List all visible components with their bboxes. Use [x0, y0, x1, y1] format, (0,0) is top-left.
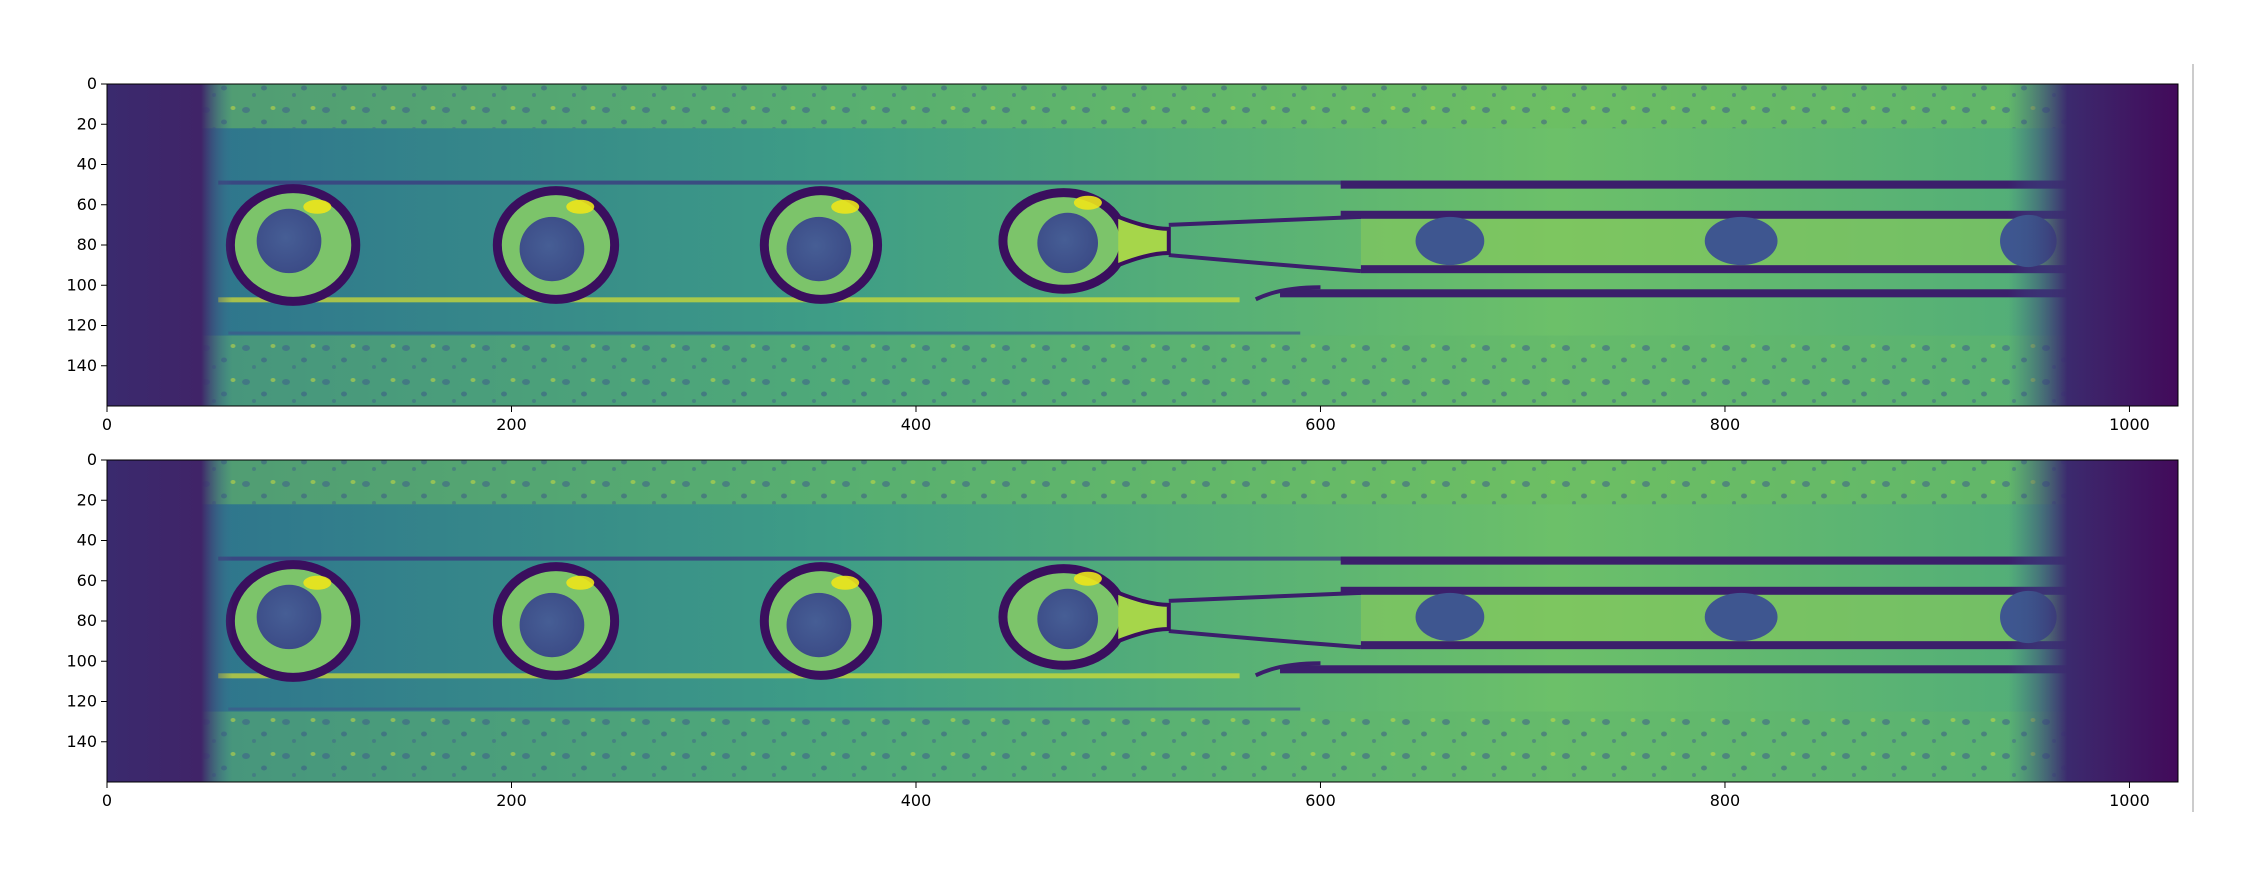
right-wall-2 — [1340, 586, 2069, 595]
y-tick-label-60: 60 — [77, 195, 97, 214]
bottom-speckles — [107, 335, 2178, 406]
ring-highlight-3 — [831, 575, 860, 590]
right-wall-4 — [1280, 289, 2069, 298]
x-tick-label-800: 800 — [1710, 415, 1741, 434]
y-tick-label-20: 20 — [77, 490, 97, 509]
right-wall-1 — [1340, 180, 2069, 189]
y-tick-label-120: 120 — [66, 316, 97, 335]
x-tick-label-1000: 1000 — [2109, 415, 2150, 434]
funnel-line-bottom — [1168, 253, 1362, 274]
heatmap-panel-1: 0 200 400 600 800 1000 0 20 40 60 80 100 120 140 — [66, 74, 2179, 434]
channel-droplet-2 — [1704, 216, 1778, 266]
right-wall-3 — [1360, 265, 2069, 274]
right-wall-2 — [1340, 210, 2069, 219]
top-speckles — [107, 460, 2178, 505]
upper-channel-wall — [218, 180, 2069, 185]
x-tick-label-0: 0 — [102, 791, 112, 810]
funnel-hook — [1254, 285, 1321, 302]
ring-highlight-4 — [1073, 571, 1102, 586]
lower-channel-highlight — [218, 297, 1240, 303]
funnel-line-top — [1168, 214, 1362, 227]
right-wall-1 — [1340, 556, 2069, 565]
y-tick-label-40: 40 — [77, 531, 97, 550]
x-tick-label-600: 600 — [1305, 415, 1336, 434]
y-tick-label-60: 60 — [77, 571, 97, 590]
droplet-3 — [786, 592, 852, 658]
funnel-hook — [1254, 661, 1321, 678]
left-dark-edge — [107, 84, 233, 406]
droplet-4 — [1037, 588, 1099, 650]
neck-shape — [1117, 214, 1171, 267]
top-speckles — [107, 84, 2178, 129]
x-tick-label-400: 400 — [901, 415, 932, 434]
y-tick-label-0: 0 — [87, 450, 97, 469]
y-tick-label-40: 40 — [77, 155, 97, 174]
right-wall-3 — [1360, 641, 2069, 650]
heatmap-image — [107, 460, 2178, 782]
ring-highlight-1 — [303, 575, 332, 590]
ring-highlight-2 — [566, 199, 595, 214]
neck-shape — [1117, 590, 1171, 643]
lower-channel-wall — [228, 331, 1301, 335]
funnel-line-top — [1168, 590, 1362, 603]
droplet-1 — [256, 584, 322, 650]
y-tick-label-20: 20 — [77, 114, 97, 133]
left-dark-edge — [107, 460, 233, 782]
droplet-1 — [256, 208, 322, 274]
y-tick-label-100: 100 — [66, 651, 97, 670]
droplet-2 — [519, 216, 585, 282]
ring-highlight-3 — [831, 199, 860, 214]
y-tick-label-80: 80 — [77, 235, 97, 254]
heatmap-image — [107, 84, 2178, 406]
ring-highlight-4 — [1073, 195, 1102, 210]
droplet-2 — [519, 592, 585, 658]
lower-channel-wall — [228, 707, 1301, 711]
droplet-3 — [786, 216, 852, 282]
y-tick-label-140: 140 — [66, 732, 97, 751]
bottom-speckles — [107, 711, 2178, 782]
heatmap-panel-2: 0 200 400 600 800 1000 0 20 40 60 80 100 120 140 — [66, 450, 2179, 810]
y-tick-label-140: 140 — [66, 356, 97, 375]
right-wall-4 — [1280, 665, 2069, 674]
ring-highlight-2 — [566, 575, 595, 590]
lower-channel-highlight — [218, 673, 1240, 679]
x-tick-label-600: 600 — [1305, 791, 1336, 810]
ring-highlight-1 — [303, 199, 332, 214]
y-tick-label-100: 100 — [66, 275, 97, 294]
y-tick-label-0: 0 — [87, 74, 97, 93]
channel-droplet-2 — [1704, 592, 1778, 642]
x-tick-label-200: 200 — [496, 415, 527, 434]
funnel-line-bottom — [1168, 629, 1362, 650]
upper-channel-wall — [218, 556, 2069, 561]
channel-droplet-1 — [1415, 592, 1485, 642]
x-tick-label-0: 0 — [102, 415, 112, 434]
x-tick-label-800: 800 — [1710, 791, 1741, 810]
right-dark-edge — [2008, 84, 2178, 406]
x-tick-label-1000: 1000 — [2109, 791, 2150, 810]
x-tick-label-400: 400 — [901, 791, 932, 810]
x-tick-label-200: 200 — [496, 791, 527, 810]
right-dark-edge — [2008, 460, 2178, 782]
droplet-4 — [1037, 212, 1099, 274]
y-tick-label-80: 80 — [77, 611, 97, 630]
y-tick-label-120: 120 — [66, 692, 97, 711]
channel-droplet-1 — [1415, 216, 1485, 266]
